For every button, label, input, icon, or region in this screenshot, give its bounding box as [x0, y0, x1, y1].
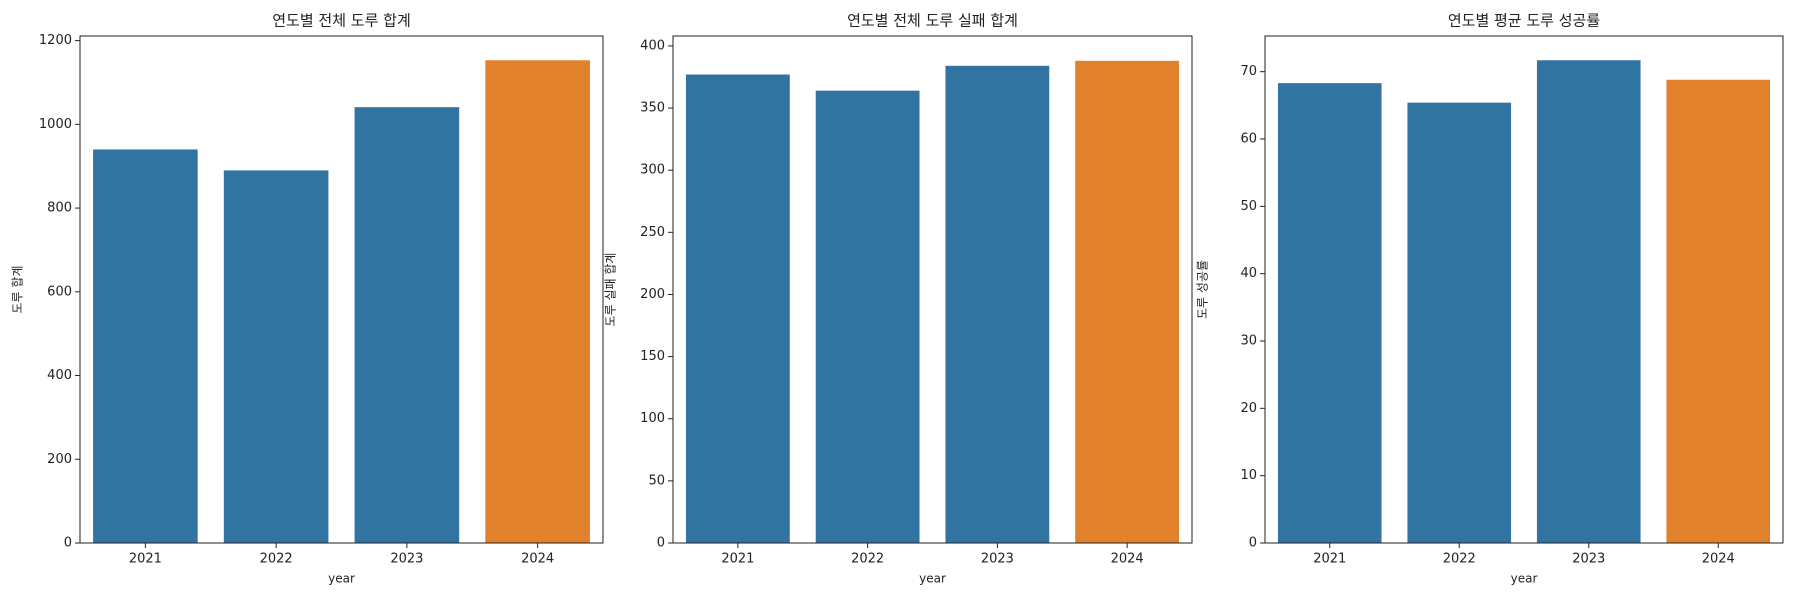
x-tick-label: 2024 — [1111, 552, 1144, 567]
chart-title: 연도별 전체 도루 실패 합계 — [847, 12, 1018, 30]
x-tick-label: 2021 — [721, 552, 754, 567]
y-tick-label: 1000 — [39, 117, 72, 132]
bar — [1536, 60, 1641, 543]
bar — [815, 90, 920, 544]
y-tick-label: 400 — [640, 38, 665, 53]
y-tick-label: 20 — [1240, 401, 1257, 416]
axes-frame — [79, 35, 604, 544]
x-tick-label: 2023 — [1572, 552, 1605, 567]
y-tick-label: 40 — [1240, 266, 1257, 281]
bar — [1075, 60, 1180, 544]
chart-title: 연도별 평균 도루 성공률 — [1448, 12, 1601, 30]
bar — [354, 107, 460, 544]
bar — [685, 74, 790, 543]
y-tick-label: 60 — [1240, 132, 1257, 147]
y-axis-label: 도루 합계 — [11, 266, 25, 314]
y-tick-label: 50 — [1240, 199, 1257, 214]
y-tick-label: 10 — [1240, 468, 1257, 483]
y-tick-label: 50 — [648, 473, 665, 488]
y-tick-label: 200 — [47, 452, 72, 467]
x-tick-label: 2024 — [521, 552, 554, 567]
y-tick-label: 70 — [1240, 64, 1257, 79]
x-axis-label: year — [328, 572, 355, 586]
y-tick-label: 30 — [1240, 334, 1257, 349]
y-tick-label: 0 — [1249, 536, 1257, 551]
x-tick-label: 2023 — [981, 552, 1014, 567]
bar — [1666, 79, 1771, 543]
axes-frame — [672, 35, 1193, 544]
bar — [1407, 102, 1512, 543]
bar — [223, 170, 329, 544]
bar — [93, 149, 198, 544]
x-tick-label: 2022 — [260, 552, 293, 567]
y-tick-label: 100 — [640, 411, 665, 426]
axes-frame — [1264, 35, 1784, 544]
y-tick-label: 150 — [640, 349, 665, 364]
bar — [1277, 83, 1382, 544]
y-tick-label: 300 — [640, 163, 665, 178]
y-tick-label: 800 — [47, 201, 72, 216]
x-axis-label: year — [1511, 572, 1538, 586]
x-axis-label: year — [919, 572, 946, 586]
y-tick-label: 0 — [657, 536, 665, 551]
y-tick-label: 400 — [47, 368, 72, 383]
x-tick-label: 2023 — [390, 552, 423, 567]
y-tick-label: 0 — [64, 536, 72, 551]
x-tick-label: 2022 — [851, 552, 884, 567]
y-tick-label: 200 — [640, 287, 665, 302]
x-tick-label: 2021 — [1313, 552, 1346, 567]
y-tick-label: 600 — [47, 284, 72, 299]
y-axis-label: 도루 성공률 — [1196, 260, 1210, 319]
bar — [485, 60, 590, 543]
x-tick-label: 2024 — [1702, 552, 1735, 567]
chart-title: 연도별 전체 도루 합계 — [272, 12, 411, 30]
bar — [945, 65, 1050, 543]
y-tick-label: 350 — [640, 101, 665, 116]
x-tick-label: 2021 — [129, 552, 162, 567]
y-tick-label: 250 — [640, 225, 665, 240]
y-tick-label: 1200 — [39, 33, 72, 48]
x-tick-label: 2022 — [1443, 552, 1476, 567]
y-axis-label: 도루 실패 합계 — [604, 253, 618, 327]
